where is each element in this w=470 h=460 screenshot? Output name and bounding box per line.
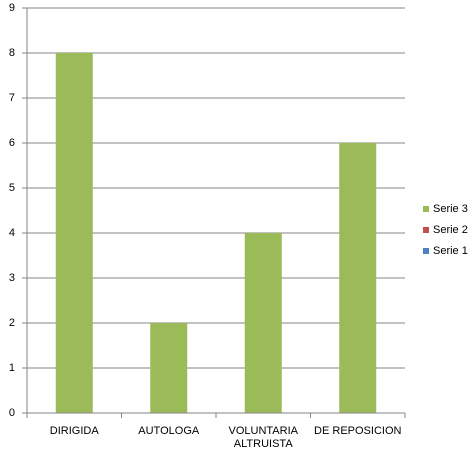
legend-swatch xyxy=(423,206,429,212)
y-tick-label: 0 xyxy=(9,407,15,419)
y-tick-label: 3 xyxy=(9,272,15,284)
legend-label: Serie 3 xyxy=(433,203,468,215)
y-tick-label: 1 xyxy=(9,362,15,374)
y-tick-label: 7 xyxy=(9,92,15,104)
bar xyxy=(55,53,93,413)
legend-swatch xyxy=(423,227,429,233)
bar xyxy=(339,143,377,413)
x-tick-label: DE REPOSICION xyxy=(314,425,402,437)
y-tick-label: 9 xyxy=(9,2,15,14)
legend-swatch xyxy=(423,248,429,254)
x-tick-label: AUTOLOGA xyxy=(138,425,200,437)
y-tick-label: 5 xyxy=(9,182,15,194)
x-tick-label: VOLUNTARIA ALTRUISTA xyxy=(228,425,298,450)
legend-label: Serie 2 xyxy=(433,224,468,236)
bar xyxy=(244,233,282,413)
y-tick-label: 4 xyxy=(9,227,15,239)
y-tick-label: 6 xyxy=(9,137,15,149)
y-tick-label: 2 xyxy=(9,317,15,329)
bar xyxy=(150,323,188,413)
legend-label: Serie 1 xyxy=(433,245,468,257)
y-tick-label: 8 xyxy=(9,47,15,59)
x-tick-label: DIRIGIDA xyxy=(49,425,99,437)
